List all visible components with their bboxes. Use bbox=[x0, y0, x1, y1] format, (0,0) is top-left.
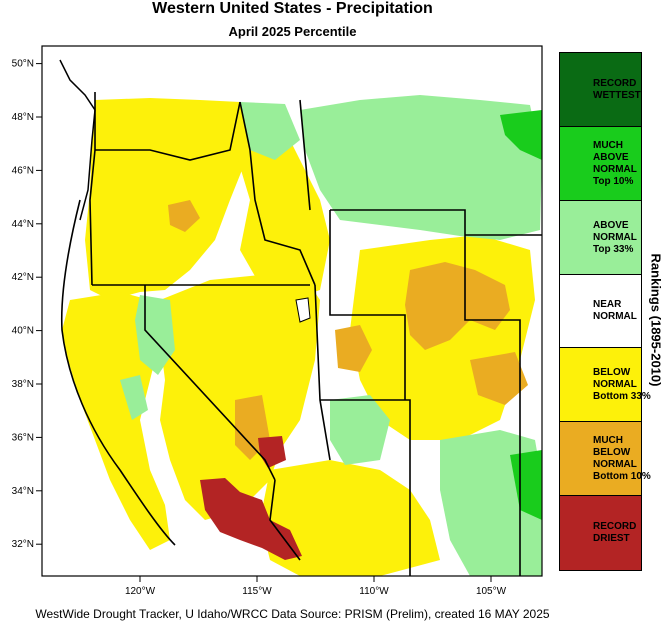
legend-label: MUCH ABOVE NORMAL Top 10% bbox=[593, 139, 637, 187]
legend-swatch: RECORD DRIEST bbox=[560, 496, 641, 570]
map-region bbox=[59, 59, 542, 576]
precip-zone-az-above bbox=[330, 395, 390, 465]
lat-label: 48°N bbox=[12, 112, 34, 123]
precip-zone-record-driest bbox=[200, 478, 302, 560]
precip-zone-idaho bbox=[235, 110, 330, 300]
precip-zone-pnw bbox=[85, 98, 250, 300]
latitude-ticks: 50°N 48°N 46°N 44°N 42°N 40°N 38°N 36°N 34°N 32°N bbox=[12, 59, 42, 550]
credit-line: WestWide Drought Tracker, U Idaho/WRCC D… bbox=[35, 607, 550, 621]
precip-zone-nm-much-below bbox=[470, 352, 528, 405]
legend-label: NEAR NORMAL bbox=[593, 299, 637, 323]
precip-zone-or-much-below bbox=[168, 200, 200, 232]
legend-swatch: ABOVE NORMAL Top 33% bbox=[560, 200, 641, 275]
legend-label: BELOW NORMAL Bottom 33% bbox=[593, 367, 651, 403]
lat-label: 50°N bbox=[12, 59, 34, 70]
legend-axis-label: Rankings (1895-2010) bbox=[648, 253, 664, 387]
lat-label: 44°N bbox=[12, 219, 34, 230]
legend-swatch: NEAR NORMAL bbox=[560, 274, 641, 349]
legend-swatch: MUCH BELOW NORMAL Bottom 10% bbox=[560, 422, 651, 497]
lon-label: 110°W bbox=[359, 586, 389, 597]
great-salt-lake bbox=[295, 297, 311, 323]
longitude-ticks: 120°W 115°W 110°W 105°W bbox=[125, 576, 507, 597]
lat-label: 34°N bbox=[12, 486, 34, 497]
map-frame bbox=[41, 45, 543, 577]
map-title: Western United States - Precipitation bbox=[152, 0, 433, 17]
map-subtitle: April 2025 Percentile bbox=[228, 24, 357, 39]
precip-zone-ut-much-below bbox=[335, 325, 372, 372]
coastline bbox=[59, 59, 96, 221]
precip-zone-montana-much-above bbox=[500, 110, 542, 160]
precip-zone-nm-much-above bbox=[510, 450, 542, 520]
legend-swatch: MUCH ABOVE NORMAL Top 10% bbox=[560, 126, 641, 201]
precip-zone-ca-above bbox=[120, 375, 148, 420]
legend: RECORD WETTEST MUCH ABOVE NORMAL Top 10% ABOVE… bbox=[559, 52, 651, 571]
legend-label: MUCH BELOW NORMAL Bottom 10% bbox=[593, 435, 651, 483]
legend-swatch: BELOW NORMAL Bottom 33% bbox=[560, 348, 651, 423]
lon-label: 120°W bbox=[125, 586, 156, 597]
lon-label: 115°W bbox=[242, 586, 272, 597]
lat-label: 46°N bbox=[12, 165, 34, 176]
legend-label: RECORD WETTEST bbox=[593, 77, 641, 101]
precip-zone-co-much-below bbox=[405, 262, 510, 350]
precip-zone-basin bbox=[160, 270, 320, 520]
state-boundaries bbox=[60, 92, 542, 576]
lat-label: 42°N bbox=[12, 272, 34, 283]
lat-label: 38°N bbox=[12, 379, 34, 390]
lon-label: 105°W bbox=[476, 586, 507, 597]
lat-label: 36°N bbox=[12, 432, 34, 443]
precip-zone-montana-above bbox=[300, 95, 542, 240]
precip-zone-wa-above bbox=[240, 102, 300, 160]
precip-zone-southwest bbox=[260, 460, 440, 576]
legend-label: ABOVE NORMAL Top 33% bbox=[593, 219, 637, 255]
legend-swatch: RECORD WETTEST bbox=[560, 53, 641, 127]
lat-label: 40°N bbox=[12, 326, 34, 337]
legend-label: RECORD DRIEST bbox=[593, 521, 637, 545]
lat-label: 32°N bbox=[12, 539, 34, 550]
